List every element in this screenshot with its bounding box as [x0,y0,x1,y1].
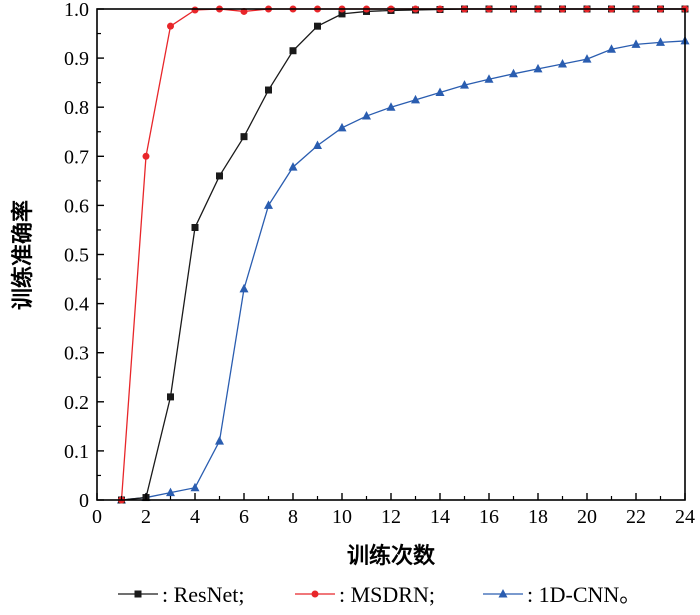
x-tick-label: 10 [332,506,352,528]
x-tick-label: 22 [626,506,646,528]
data-point-1d-cnn [288,162,298,171]
data-point-1d-cnn [558,58,567,68]
data-point-1d-cnn [435,87,445,96]
x-axis-title: 训练次数 [347,543,436,569]
data-point-resnet [240,133,248,141]
x-tick-label: 6 [239,506,249,528]
data-point-msdrn [191,6,199,14]
legend-label: : MSDRN; [339,582,435,607]
data-point-1d-cnn [166,487,175,497]
data-point-1d-cnn [460,80,469,89]
legend-item-1d-cnn: : 1D-CNN。 [483,582,641,607]
data-point-msdrn [167,22,174,30]
data-point-1d-cnn [386,102,396,111]
x-tick-label: 0 [92,506,102,528]
data-point-1d-cnn [411,94,420,104]
x-tick-label: 20 [577,506,597,528]
data-point-1d-cnn [362,111,371,120]
x-tick-label: 12 [381,506,401,528]
data-point-1d-cnn [509,68,518,78]
legend-label: : ResNet; [162,582,245,607]
series-1d-cnn [117,35,690,504]
x-tick-label: 16 [479,506,499,528]
x-tick-label: 24 [675,506,695,528]
data-point-1d-cnn [484,74,494,83]
x-tick-label: 4 [190,506,200,528]
x-tick-label: 8 [288,506,298,528]
y-tick-label: 0.3 [64,343,89,365]
legend: : ResNet; : MSDRN; : 1D-CNN。 [118,582,641,607]
data-point-resnet [167,393,174,401]
legend-item-resnet: : ResNet; [118,582,245,607]
data-point-1d-cnn [582,54,592,63]
y-tick-label: 0 [79,490,89,512]
y-tick-label: 0.5 [64,245,89,267]
x-tick-label: 2 [141,506,151,528]
data-point-1d-cnn [239,283,249,293]
series-resnet [118,5,689,504]
plot-frame [96,8,686,501]
y-tick-label: 0.8 [64,97,89,119]
y-tick-label: 0.2 [64,392,89,414]
legend-marker [134,590,142,598]
data-point-1d-cnn [607,44,616,53]
data-point-1d-cnn [656,37,665,46]
data-point-1d-cnn [313,140,322,149]
data-point-resnet [216,172,223,180]
y-tick-label: 0.9 [64,48,89,70]
legend-item-msdrn: : MSDRN; [295,582,435,607]
y-tick-label: 0.6 [64,195,89,217]
data-point-1d-cnn [631,39,641,48]
legend-label: : 1D-CNN。 [527,582,641,607]
x-tick-label: 18 [528,506,548,528]
data-point-1d-cnn [533,63,543,73]
data-point-resnet [314,22,321,30]
data-point-resnet [338,10,346,18]
y-tick-label: 0.4 [64,294,89,316]
data-point-resnet [191,223,199,231]
series-msdrn [118,5,689,504]
y-tick-label: 1.0 [64,0,89,21]
data-point-1d-cnn [190,482,200,492]
legend-marker [498,589,508,598]
series-line-msdrn [120,8,685,501]
y-axis-title: 训练准确率 [10,200,36,310]
series-line-resnet [121,8,685,501]
data-point-resnet [289,47,297,55]
series-line-1d-cnn [121,40,686,501]
y-tick-label: 0.1 [64,441,89,463]
axes: 0 2 4 6 8 10 12 14 16 18 20 22 2400.10.20.30.40.50.6… [64,0,695,528]
x-tick-label: 14 [430,506,450,528]
data-point-1d-cnn [337,122,347,132]
legend-marker [311,590,319,598]
y-tick-label: 0.7 [64,146,89,168]
data-point-msdrn [142,152,150,160]
plot-area [117,5,690,504]
data-point-1d-cnn [215,436,224,445]
data-point-1d-cnn [264,200,273,209]
data-point-resnet [265,86,272,94]
